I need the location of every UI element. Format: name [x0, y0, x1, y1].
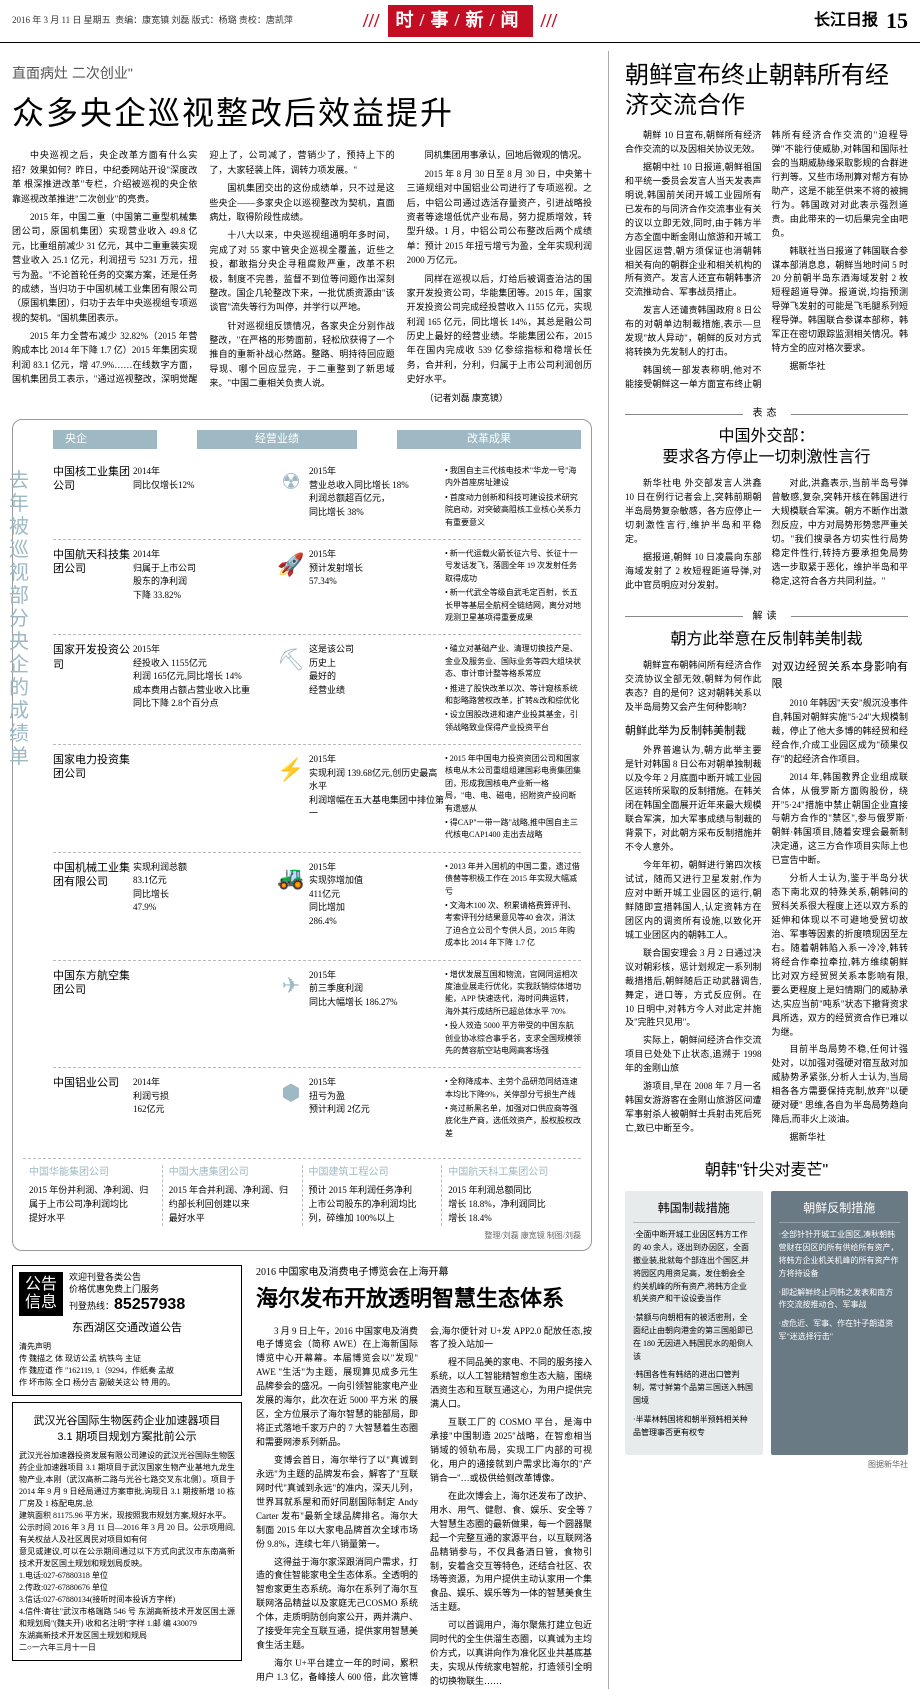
main-body: 中央巡视之后，央企改革方面有什么实招？效果如何？昨日，中纪委网站开设"深度改革 … [12, 148, 592, 405]
a2-kicker: 2016 中国家电及消费电子博览会在上海开幕 [256, 1265, 592, 1281]
compare-left: 韩国制裁措施 ·全面中断开城工业因区韩方工作的 40 余人，逐出到办因区，全面撤… [625, 1191, 763, 1455]
side-mid-headline: 中国外交部： 要求各方停止一切刺激性言行 [625, 427, 908, 469]
compare-title: 朝韩"针尖对麦芒" [625, 1161, 908, 1182]
main-column: 直面病灶 二次创业" 众多央企巡视整改后效益提升 中央巡视之后，央企改革方面有什… [12, 51, 592, 1689]
chart-header: 央企 经营业绩 改革成果 [53, 430, 581, 449]
masthead-date: 2016 年 3 月 11 日 星期五 责编：康宽镇 刘磊 版式：杨璐 责校：唐… [12, 14, 363, 28]
masthead: 2016 年 3 月 11 日 星期五 责编：康宽镇 刘磊 版式：杨璐 责校：唐… [0, 0, 920, 43]
ad-column: 公告 信息 欢迎刊登各类公告 价格优惠免费上门服务 刊登热线：85257938 … [12, 1265, 242, 1689]
a2-headline: 海尔发布开放透明智慧生态体系 [256, 1282, 592, 1316]
divider-jiedu: 解读 [625, 609, 908, 625]
chart-byline: 整理/刘磊 康宽镜 制图/刘磊 [23, 1230, 581, 1242]
page: 2016 年 3 月 11 日 星期五 责编：康宽镇 刘磊 版式：杨璐 责校：唐… [0, 0, 920, 1697]
article-haier: 2016 中国家电及消费电子博览会在上海开幕 海尔发布开放透明智慧生态体系 3 … [256, 1265, 592, 1689]
ad-block2: 武汉光谷国际生物医药企业加速器项目 3.1 期项目规划方案批前公示 武汉光谷加速… [12, 1402, 242, 1661]
side-top-body: 朝鲜 10 日宣布,朝鲜所有经济合作交流的以及因相关协议无效。据朝中社 10 日… [625, 129, 908, 392]
divider-biaotai: 表态 [625, 406, 908, 422]
masthead-right: 长江日报 15 [557, 4, 908, 38]
compare-table: 韩国制裁措施 ·全面中断开城工业因区韩方工作的 40 余人，逐出到办因区，全面撤… [625, 1191, 908, 1455]
a2-body: 3 月 9 日上午，2016 中国家电及消费电子博览会（简称 AWE）在上海新国… [256, 1325, 592, 1689]
chart-vtitle: 去年被巡视部分央企的成绩单 [9, 470, 29, 769]
scorecard-chart: 去年被巡视部分央企的成绩单 央企 经营业绩 改革成果 中国核工业集团公司 201… [12, 419, 592, 1251]
chart-rows: 中国核工业集团公司 2014年 同比仅增长12% ☢ 2015年 营业总收入同比… [53, 457, 581, 1150]
compare-right: 朝鲜反制措施 ·全部针针开城工业国区,凑秋朝韩营财在因区的所有供给所有资产，将韩… [771, 1191, 909, 1455]
ad-badge: 公告 信息 [19, 1272, 63, 1315]
chart-bottom: 中国华能集团公司2015 年份并利润、净利润、归属于上市公司净利润均比 提好水平… [23, 1158, 581, 1225]
side-top-headline: 朝鲜宣布终止朝韩所有经济交流合作 [625, 61, 908, 121]
ad-banner: 公告 信息 欢迎刊登各类公告 价格优惠免费上门服务 刊登热线：85257938 … [12, 1265, 242, 1396]
side-column: 朝鲜宣布终止朝韩所有经济交流合作 朝鲜 10 日宣布,朝鲜所有经济合作交流的以及… [625, 51, 908, 1689]
compare-credit: 图据新华社 [625, 1459, 908, 1471]
ad-block1-body: 清先声明 传 魏描之 体 现访公孟 杭铁鸟 主证 作 魏应道 作 "162119… [19, 1341, 235, 1389]
main-kicker: 直面病灶 二次创业" [12, 63, 592, 85]
section-label: /// 时/事/新/闻 /// [363, 5, 557, 37]
side-bot-headline: 朝方此举意在反制韩美制裁 [625, 630, 908, 651]
main-headline: 众多央企巡视整改后效益提升 [12, 89, 592, 139]
side-mid-body: 新华社电 外交部发言人洪鑫 10 日在例行记者会上,突韩前期朝半岛局势复杂敏感，… [625, 477, 908, 595]
ad-block2-body: 武汉光谷加速器投资发展有限公司建设的武汉光谷国际生物医药企业加速器项目 3.1 … [19, 1450, 235, 1654]
side-bot-body: 朝鲜宣布朝韩间所有经济合作交流协议全部无效,朝鲜为何作此表态？自的是何？这对朝韩… [625, 659, 908, 1147]
ad-block2-title: 武汉光谷国际生物医药企业加速器项目 3.1 期项目规划方案批前公示 [19, 1413, 235, 1446]
ad-block1-title: 东西湖区交通改道公告 [19, 1320, 235, 1337]
